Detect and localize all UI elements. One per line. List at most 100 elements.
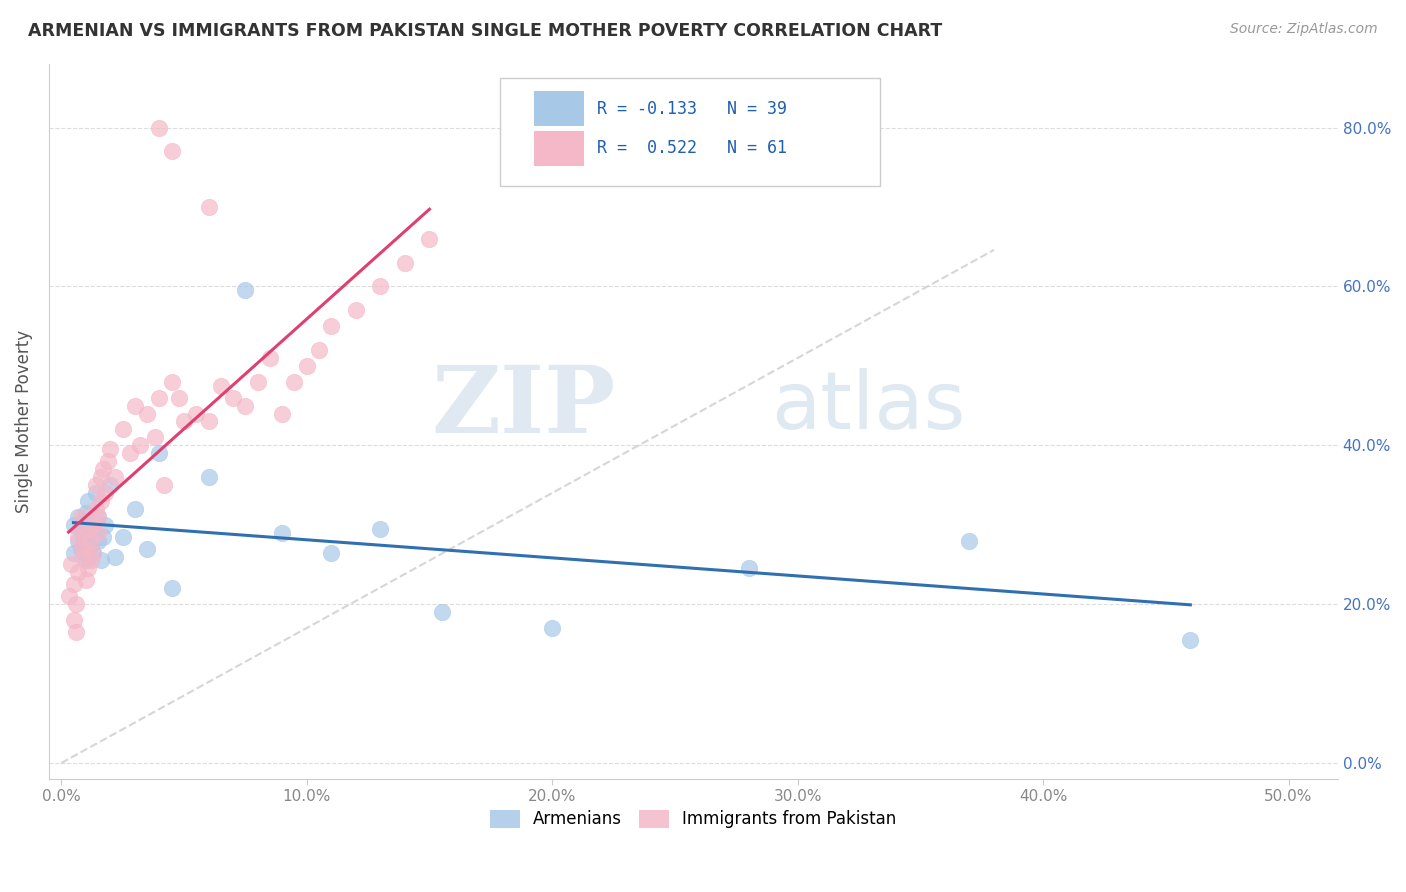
Point bbox=[98, 478, 121, 492]
Point bbox=[104, 549, 127, 564]
Point bbox=[80, 538, 103, 552]
Point bbox=[77, 561, 100, 575]
Point bbox=[344, 303, 367, 318]
Point bbox=[84, 486, 107, 500]
Point bbox=[124, 501, 146, 516]
Point bbox=[89, 553, 111, 567]
Point bbox=[72, 530, 94, 544]
Point bbox=[271, 407, 294, 421]
Legend: Armenians, Immigrants from Pakistan: Armenians, Immigrants from Pakistan bbox=[484, 803, 903, 835]
Point bbox=[233, 399, 256, 413]
Point bbox=[295, 359, 318, 373]
Point bbox=[136, 541, 159, 556]
Point bbox=[82, 545, 104, 559]
Point bbox=[321, 545, 343, 559]
Point bbox=[89, 494, 111, 508]
Point bbox=[62, 545, 84, 559]
Point bbox=[197, 470, 219, 484]
Point bbox=[124, 399, 146, 413]
Point bbox=[82, 545, 104, 559]
Point bbox=[197, 415, 219, 429]
Point bbox=[67, 566, 90, 580]
Point bbox=[75, 541, 97, 556]
Point bbox=[87, 525, 110, 540]
Point bbox=[67, 533, 90, 548]
Point bbox=[87, 533, 110, 548]
Point bbox=[87, 509, 110, 524]
Point bbox=[67, 530, 90, 544]
Point bbox=[1180, 632, 1202, 647]
Point bbox=[271, 525, 294, 540]
Point bbox=[259, 351, 281, 365]
Point bbox=[98, 442, 121, 457]
Point bbox=[246, 375, 269, 389]
Point bbox=[222, 391, 245, 405]
Point bbox=[148, 391, 170, 405]
Point bbox=[111, 530, 134, 544]
Point bbox=[62, 613, 84, 627]
Point bbox=[70, 541, 93, 556]
Point bbox=[72, 549, 94, 564]
Point bbox=[308, 343, 330, 357]
Point bbox=[70, 522, 93, 536]
Point bbox=[70, 509, 93, 524]
Point bbox=[91, 530, 114, 544]
Point bbox=[209, 378, 232, 392]
Text: R = -0.133   N = 39: R = -0.133 N = 39 bbox=[596, 100, 786, 118]
Point bbox=[77, 494, 100, 508]
Point bbox=[233, 284, 256, 298]
Point bbox=[148, 446, 170, 460]
Point bbox=[60, 558, 83, 572]
Point bbox=[959, 533, 981, 548]
Point bbox=[75, 574, 97, 588]
Point bbox=[82, 517, 104, 532]
Point bbox=[370, 279, 392, 293]
Point bbox=[136, 407, 159, 421]
Point bbox=[58, 589, 80, 603]
Point bbox=[77, 522, 100, 536]
Point bbox=[370, 522, 392, 536]
Point bbox=[89, 470, 111, 484]
Point bbox=[197, 200, 219, 214]
Point bbox=[111, 422, 134, 436]
Point bbox=[65, 624, 87, 639]
Point bbox=[91, 462, 114, 476]
Point bbox=[75, 506, 97, 520]
Text: ARMENIAN VS IMMIGRANTS FROM PAKISTAN SINGLE MOTHER POVERTY CORRELATION CHART: ARMENIAN VS IMMIGRANTS FROM PAKISTAN SIN… bbox=[28, 22, 942, 40]
Point bbox=[418, 232, 440, 246]
Point bbox=[62, 517, 84, 532]
Point bbox=[160, 582, 183, 596]
Point bbox=[94, 517, 117, 532]
Point bbox=[737, 561, 759, 575]
Point bbox=[160, 375, 183, 389]
Point bbox=[394, 255, 416, 269]
Point bbox=[84, 478, 107, 492]
Point bbox=[80, 553, 103, 567]
Text: R =  0.522   N = 61: R = 0.522 N = 61 bbox=[596, 139, 786, 157]
Text: ZIP: ZIP bbox=[432, 362, 616, 452]
Point bbox=[321, 319, 343, 334]
Point bbox=[541, 621, 564, 635]
Point bbox=[167, 391, 190, 405]
Point bbox=[186, 407, 208, 421]
Point bbox=[283, 375, 305, 389]
Point bbox=[430, 605, 453, 619]
Point bbox=[128, 438, 150, 452]
Point bbox=[97, 454, 120, 468]
FancyBboxPatch shape bbox=[533, 130, 583, 166]
Point bbox=[153, 478, 176, 492]
Point bbox=[65, 597, 87, 611]
Y-axis label: Single Mother Poverty: Single Mother Poverty bbox=[15, 330, 32, 513]
Point bbox=[72, 514, 94, 528]
Point bbox=[75, 525, 97, 540]
Point bbox=[82, 522, 104, 536]
Point bbox=[160, 145, 183, 159]
Point bbox=[80, 533, 103, 548]
Text: Source: ZipAtlas.com: Source: ZipAtlas.com bbox=[1230, 22, 1378, 37]
Point bbox=[72, 525, 94, 540]
Point bbox=[62, 577, 84, 591]
Point bbox=[173, 415, 195, 429]
Point bbox=[75, 553, 97, 567]
Point bbox=[70, 541, 93, 556]
FancyBboxPatch shape bbox=[501, 78, 880, 186]
